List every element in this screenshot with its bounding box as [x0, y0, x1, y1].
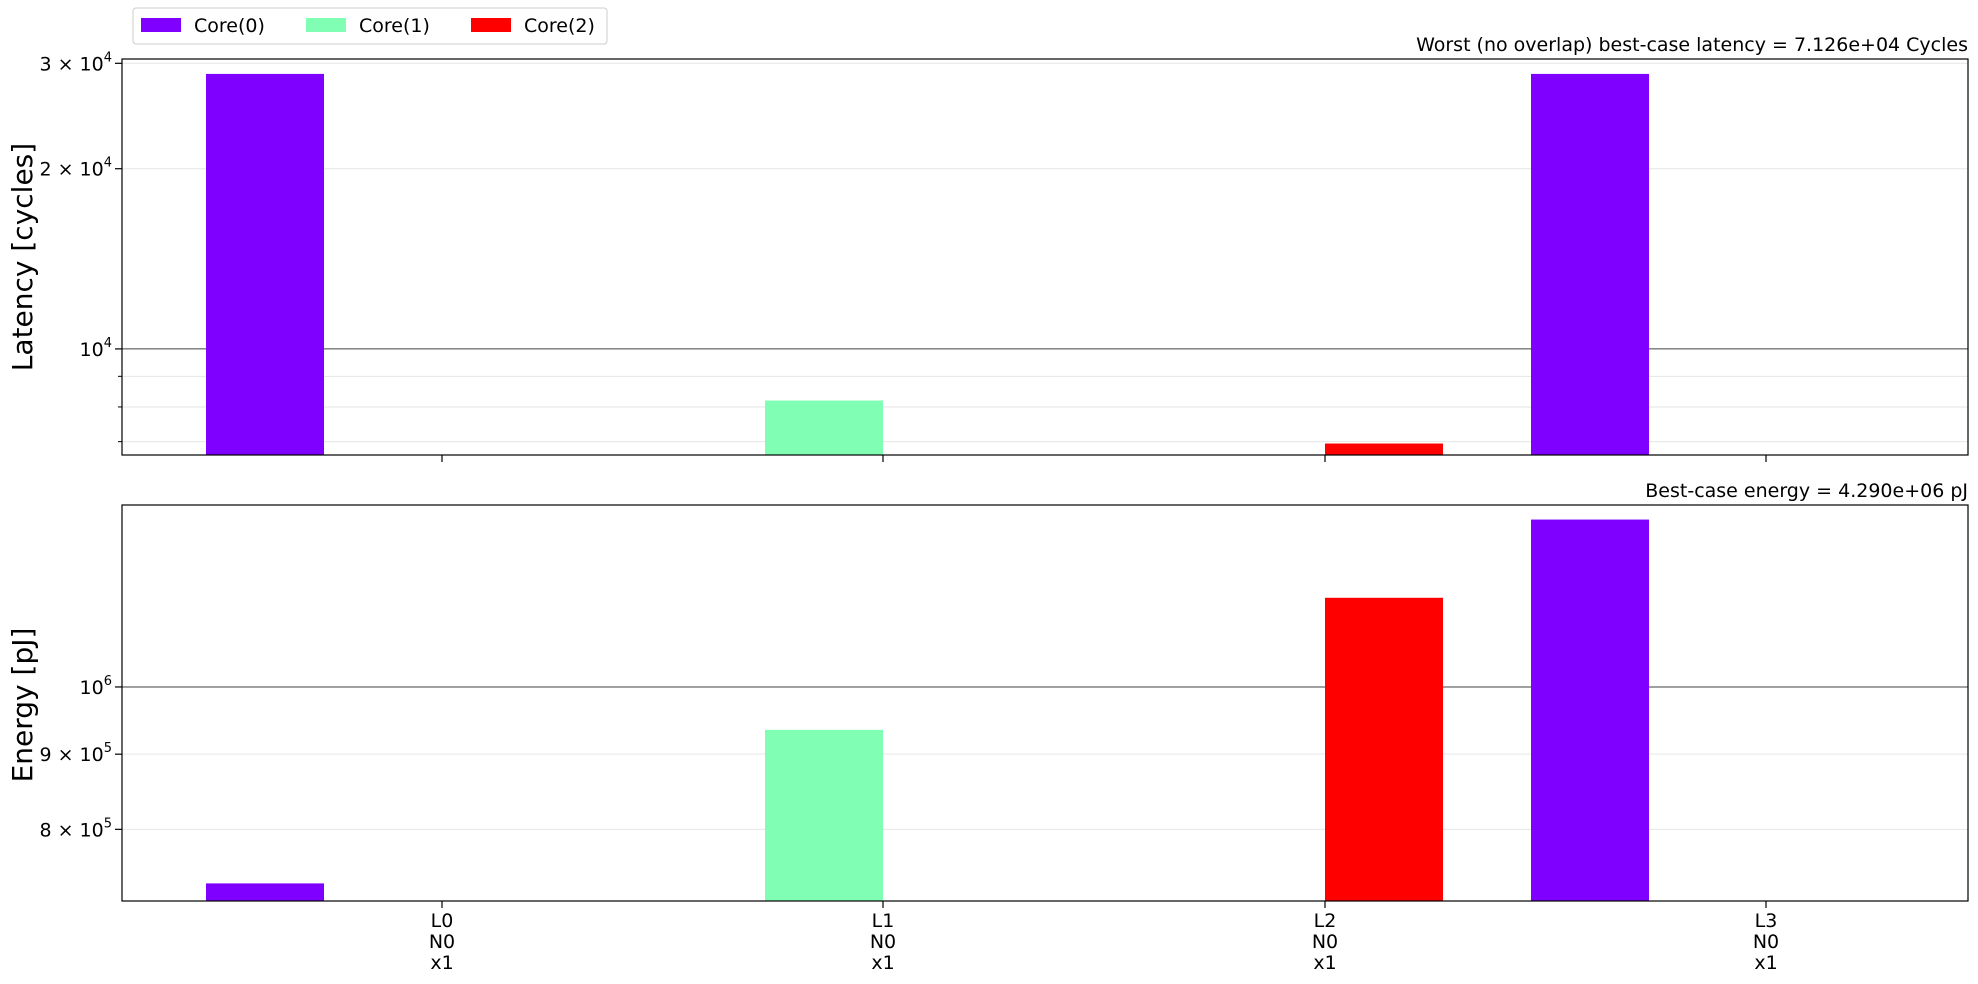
energy-y-ticks: 8 × 105 9 × 105 106	[39, 674, 122, 841]
energy-annotation: Best-case energy = 4.290e+06 pJ	[1645, 480, 1968, 502]
latency-panel: Worst (no overlap) best-case latency = 7…	[6, 34, 1969, 462]
latency-gridlines	[122, 62, 1968, 443]
legend-label-core1: Core(1)	[359, 15, 430, 37]
energy-axes-frame	[121, 504, 1969, 902]
latency-bar-l2	[1325, 443, 1443, 455]
latency-y-tick-label: 3 × 104	[39, 50, 112, 75]
legend-swatch-core1	[306, 18, 346, 32]
energy-gridlines	[122, 686, 1968, 830]
latency-y-ticks: 104 2 × 104 3 × 104	[39, 50, 122, 443]
energy-x-ticks: L0 N0 x1 L1 N0 x1 L2 N0 x1 L3 N0 x1	[429, 901, 1779, 974]
legend-label-core2: Core(2)	[524, 15, 595, 37]
energy-y-tick-label: 9 × 105	[39, 741, 112, 766]
legend-label-core0: Core(0)	[194, 15, 265, 37]
latency-x-ticks	[441, 455, 1767, 462]
latency-bar-l1	[765, 400, 883, 455]
energy-bar-l2	[1325, 597, 1443, 901]
energy-bar-l0	[206, 883, 324, 901]
x-tick-label-l3: L3 N0 x1	[1753, 910, 1779, 974]
legend-swatch-core2	[471, 18, 511, 32]
x-tick-label-l2: L2 N0 x1	[1312, 910, 1338, 974]
legend-frame	[132, 7, 608, 45]
energy-panel: Best-case energy = 4.290e+06 pJ Energy […	[6, 480, 1969, 974]
latency-y-axis-label: Latency [cycles]	[6, 143, 39, 371]
x-tick-label-l1: L1 N0 x1	[870, 910, 896, 974]
latency-bars	[206, 73, 1649, 456]
energy-y-axis-label: Energy [pJ]	[6, 628, 39, 783]
latency-bar-l3	[1531, 73, 1649, 456]
legend-swatch-core0	[141, 18, 181, 32]
legend-item-core2: Core(2)	[471, 15, 595, 37]
latency-y-tick-label: 104	[80, 336, 112, 361]
energy-bar-l3	[1531, 519, 1649, 901]
energy-y-tick-label: 8 × 105	[39, 816, 112, 841]
legend-item-core1: Core(1)	[306, 15, 430, 37]
latency-bar-l0	[206, 73, 324, 456]
energy-bars	[206, 519, 1649, 901]
latency-y-tick-label: 2 × 104	[39, 156, 112, 181]
x-tick-label-l0: L0 N0 x1	[429, 910, 455, 974]
latency-axes-frame	[121, 58, 1969, 456]
legend: Core(0) Core(1) Core(2)	[132, 7, 608, 45]
energy-bar-l1	[765, 729, 883, 901]
legend-item-core0: Core(0)	[141, 15, 265, 37]
latency-annotation: Worst (no overlap) best-case latency = 7…	[1416, 34, 1968, 56]
energy-y-tick-label: 106	[80, 674, 112, 699]
